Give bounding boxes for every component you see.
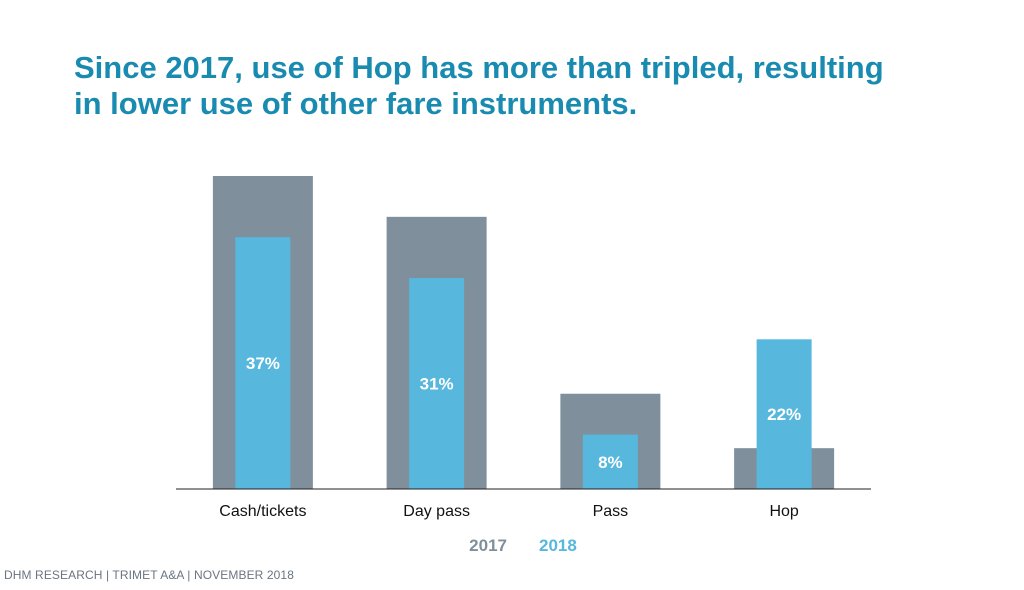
data-label-2018-1: 31% — [420, 375, 454, 394]
bar-2018-1 — [409, 278, 465, 489]
legend-item-2018: 2018 — [539, 536, 577, 555]
x-tick-label-3: Hop — [769, 503, 798, 520]
title-line-1: Since 2017, use of Hop has more than tri… — [74, 50, 884, 85]
x-tick-label-2: Pass — [593, 503, 629, 520]
data-label-2018-2: 8% — [598, 453, 623, 472]
footer-text: DHM RESEARCH | TRIMET A&A | NOVEMBER 201… — [4, 568, 294, 582]
legend: 2017 2018 — [0, 536, 1024, 556]
page-title: Since 2017, use of Hop has more than tri… — [74, 50, 994, 122]
bar-2018-2 — [582, 434, 638, 489]
bar-2018-3 — [756, 339, 812, 489]
data-label-2018-3: 22% — [767, 405, 801, 424]
x-tick-label-1: Day pass — [403, 503, 470, 520]
title-line-2: in lower use of other fare instruments. — [74, 86, 638, 121]
x-tick-label-0: Cash/tickets — [219, 503, 306, 520]
x-tick-labels: Cash/tickets Day pass Pass Hop — [219, 503, 799, 520]
bars-group: 37% 31% 8% 22% — [212, 176, 835, 489]
legend-item-2017: 2017 — [469, 536, 507, 555]
data-label-2018-0: 37% — [246, 354, 280, 373]
bar-2018-0 — [235, 237, 291, 489]
